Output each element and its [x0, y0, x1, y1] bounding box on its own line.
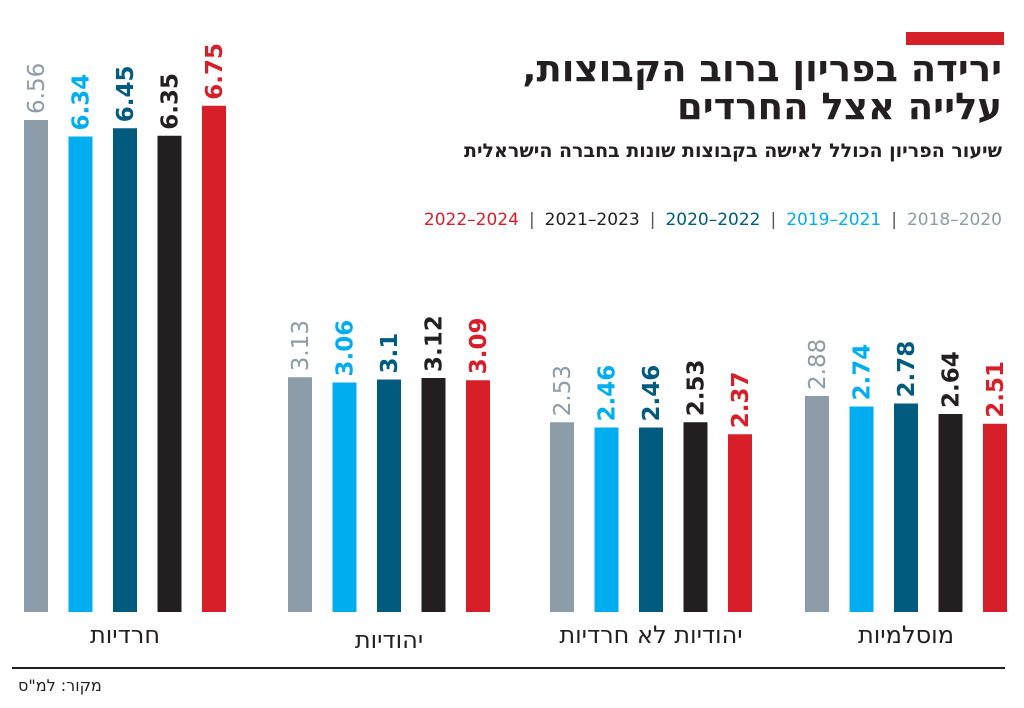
- legend-entry: 2022–2024: [423, 210, 519, 230]
- category-label: חרדיות: [90, 621, 160, 649]
- bar: [202, 105, 226, 612]
- data-label: 3.13: [288, 320, 314, 371]
- data-label: 2.88: [805, 339, 831, 390]
- bar: [849, 406, 874, 612]
- divider: [12, 667, 1005, 669]
- data-label: 6.34: [69, 74, 95, 131]
- data-label: 6.35: [158, 73, 184, 130]
- legend-separator: |: [770, 210, 777, 230]
- data-label: 2.64: [939, 351, 965, 408]
- data-label: 6.45: [113, 66, 139, 123]
- bar: [594, 427, 619, 612]
- data-label: 3.12: [422, 315, 448, 372]
- title-line-2: עלייה אצל החרדים: [677, 85, 1002, 128]
- data-label: 3.09: [466, 318, 492, 375]
- bar: [377, 379, 401, 612]
- bar: [466, 380, 490, 612]
- legend-separator: |: [528, 210, 535, 230]
- chart-subtitle: שיעור הפריון הכולל לאישה בקבוצות שונות ב…: [463, 140, 1002, 162]
- data-label: 3.06: [333, 320, 359, 377]
- data-label: 2.74: [850, 344, 876, 401]
- bar: [805, 396, 829, 612]
- bar: [113, 128, 137, 612]
- bar: [938, 414, 963, 612]
- bar: [288, 377, 312, 612]
- bar: [639, 427, 663, 612]
- bar: [894, 403, 918, 612]
- category-label: יהודיות: [355, 626, 423, 654]
- data-label: 2.37: [728, 372, 754, 429]
- data-label: 6.75: [202, 43, 228, 100]
- bar: [157, 135, 182, 612]
- data-label: 2.46: [639, 365, 665, 422]
- category-label: יהודיות לא חרדיות: [559, 621, 742, 649]
- category-label: מוסלמיות: [858, 621, 954, 649]
- legend-entry: 2019–2021: [786, 210, 882, 230]
- legend-entry: 2020–2022: [665, 210, 761, 230]
- legend-separator: |: [891, 210, 897, 230]
- accent-bar: [906, 32, 1004, 45]
- data-label: 2.46: [595, 365, 621, 422]
- title-line-1: ירידה בפריון ברוב הקבוצות,: [522, 47, 1002, 90]
- chart-title: ירידה בפריון ברוב הקבוצות, עלייה אצל החר…: [522, 50, 1002, 126]
- data-label: 2.78: [894, 341, 920, 398]
- bar: [421, 378, 446, 612]
- data-label: 2.53: [684, 360, 710, 417]
- bar: [683, 422, 708, 612]
- bar: [728, 434, 752, 612]
- data-label: 6.56: [24, 63, 50, 114]
- bar: [332, 382, 357, 612]
- source-note: מקור: למ"ס: [18, 676, 102, 695]
- legend-separator: |: [649, 210, 656, 230]
- data-label: 2.51: [983, 361, 1009, 418]
- legend-entry: 2018–2020: [906, 210, 1002, 230]
- bar: [68, 136, 93, 612]
- legend-entry: 2021–2023: [544, 210, 640, 230]
- bar: [550, 422, 574, 612]
- bar: [983, 423, 1007, 612]
- data-label: 2.53: [550, 365, 576, 416]
- legend: 2018–2020 | 2019–2021 | 2020–2022 | 2021–2023 |…: [424, 210, 1002, 230]
- bar: [24, 120, 48, 612]
- data-label: 3.1: [377, 333, 403, 374]
